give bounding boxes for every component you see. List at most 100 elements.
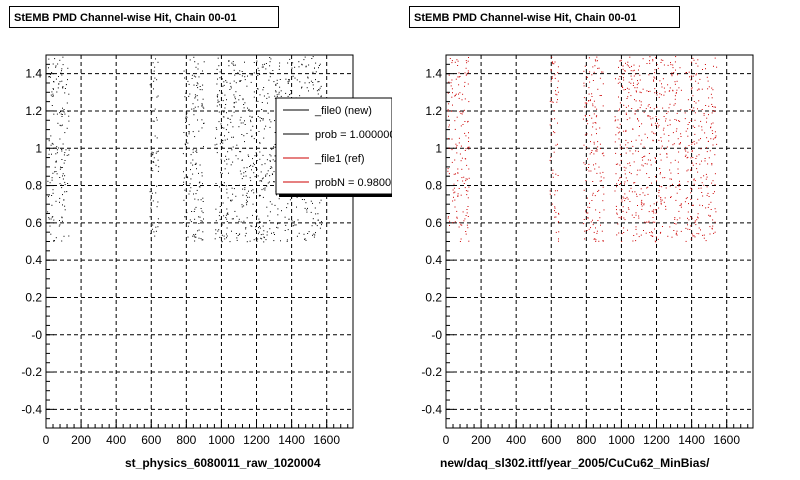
data-point — [263, 188, 265, 190]
data-point — [649, 107, 651, 109]
data-point — [712, 138, 714, 140]
data-point — [655, 241, 657, 243]
data-point — [308, 231, 310, 233]
data-point — [280, 90, 282, 92]
data-point — [653, 203, 655, 205]
data-point — [602, 105, 604, 107]
data-point — [685, 146, 687, 148]
data-point — [199, 181, 201, 183]
data-point — [450, 85, 452, 87]
data-point — [187, 176, 188, 178]
data-point — [275, 90, 277, 92]
data-point — [194, 208, 196, 210]
data-point — [194, 218, 196, 220]
data-point — [590, 227, 591, 229]
data-point — [623, 166, 625, 168]
data-point — [693, 178, 695, 180]
data-point — [304, 207, 306, 209]
data-point — [243, 175, 245, 177]
data-point — [62, 194, 63, 196]
data-point — [678, 87, 680, 89]
data-point — [468, 137, 470, 139]
data-point — [640, 101, 642, 103]
data-point — [51, 95, 53, 97]
data-point — [620, 154, 622, 155]
data-point — [549, 159, 551, 161]
data-point — [192, 159, 194, 161]
data-point — [152, 120, 154, 122]
data-point — [456, 210, 458, 212]
data-point — [215, 220, 217, 222]
data-point — [48, 153, 50, 155]
data-point — [554, 77, 556, 79]
data-point — [225, 155, 227, 157]
data-point — [702, 234, 704, 236]
data-point — [589, 153, 591, 155]
data-point — [271, 232, 272, 234]
data-point — [626, 64, 628, 66]
data-point — [710, 123, 712, 125]
data-point — [253, 164, 255, 166]
data-point — [194, 136, 196, 138]
data-point — [243, 220, 245, 222]
data-point — [614, 116, 616, 118]
data-point — [185, 143, 187, 145]
data-point — [587, 217, 589, 219]
data-point — [150, 86, 152, 88]
data-point — [218, 111, 220, 113]
data-point — [706, 137, 708, 139]
data-point — [558, 238, 559, 240]
x-tick-label: 1600 — [713, 433, 740, 447]
data-point — [466, 73, 468, 75]
data-point — [62, 143, 64, 145]
data-point — [303, 199, 305, 201]
data-point — [225, 185, 227, 187]
data-point — [627, 163, 629, 165]
data-point — [239, 80, 241, 82]
data-point — [716, 66, 718, 68]
data-point — [619, 177, 621, 179]
data-point — [467, 197, 469, 199]
data-point — [666, 146, 668, 148]
data-point — [651, 210, 653, 212]
data-point — [192, 103, 194, 105]
data-point — [602, 71, 604, 73]
data-point — [55, 78, 57, 80]
data-point — [624, 181, 626, 183]
data-point — [243, 135, 245, 137]
data-point — [257, 88, 259, 90]
data-point — [51, 105, 53, 106]
data-point — [708, 97, 710, 99]
data-point — [690, 192, 692, 194]
data-point — [64, 152, 66, 154]
data-point — [711, 182, 713, 184]
data-point — [252, 158, 253, 160]
data-point — [651, 131, 653, 133]
data-point — [303, 59, 305, 61]
data-point — [150, 84, 152, 86]
data-point — [463, 220, 465, 222]
data-point — [652, 210, 654, 212]
data-point — [233, 111, 235, 113]
data-point — [314, 234, 316, 236]
data-point — [658, 189, 660, 191]
data-point — [320, 95, 322, 97]
data-point — [448, 115, 449, 117]
data-point — [712, 225, 714, 227]
x-tick-label: 600 — [541, 433, 561, 447]
data-point — [643, 230, 644, 231]
data-point — [588, 167, 589, 168]
data-point — [584, 230, 586, 232]
data-point — [242, 98, 244, 100]
data-point — [62, 175, 63, 177]
data-point — [306, 209, 308, 211]
data-point — [312, 56, 314, 58]
data-point — [615, 119, 617, 121]
data-point — [461, 177, 463, 179]
data-point — [661, 86, 663, 88]
data-point — [599, 172, 601, 174]
data-point — [61, 240, 63, 242]
data-point — [714, 173, 716, 175]
data-point — [452, 92, 453, 94]
data-point — [241, 71, 243, 72]
